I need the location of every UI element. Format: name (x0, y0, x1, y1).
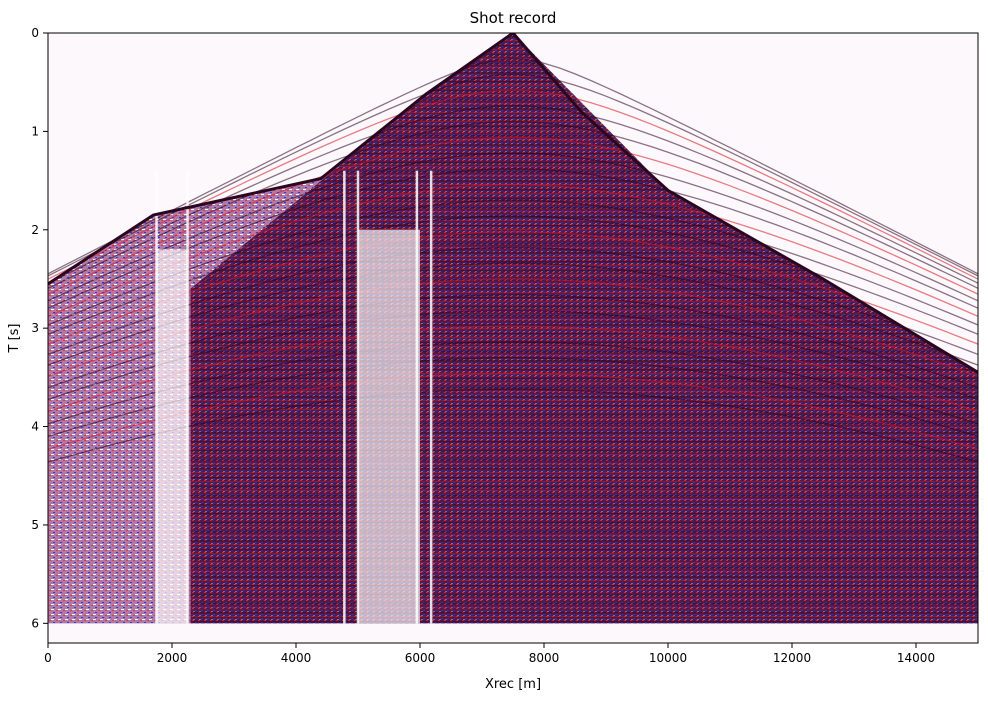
reflection-event (48, 183, 978, 317)
x-axis: 0 2000 4000 6000 8000 10000 12000 14000 (44, 643, 935, 665)
reflection-event (48, 152, 978, 302)
x-tick-label: 6000 (405, 651, 436, 665)
reflection-event (48, 372, 978, 450)
reflection-event (48, 231, 978, 345)
reflection-event (48, 294, 978, 389)
x-tick-label: 14000 (897, 651, 935, 665)
reflection-event (48, 215, 978, 335)
reflection-event (48, 246, 978, 356)
low-amplitude-zone (156, 249, 188, 624)
low-amplitude-zone (358, 229, 420, 624)
reflection-event (48, 278, 978, 377)
y-tick-label: 5 (31, 518, 39, 532)
reflection-event (48, 388, 978, 463)
x-axis-label: Xrec [m] (485, 677, 541, 692)
reflection-event (48, 168, 978, 309)
y-tick-label: 1 (31, 124, 39, 138)
plot-area (48, 33, 978, 643)
reflection-event (48, 105, 978, 284)
x-tick-label: 0 (44, 651, 52, 665)
reflection-event (48, 325, 978, 413)
x-tick-label: 8000 (529, 651, 560, 665)
reflection-event (48, 357, 978, 438)
y-tick-label: 4 (31, 420, 39, 434)
plot-frame (47, 32, 979, 644)
reflection-event (48, 89, 978, 280)
reflection-event (48, 120, 978, 289)
reflection-event (48, 341, 978, 425)
x-tick-label: 10000 (649, 651, 687, 665)
chart-title: Shot record (470, 9, 557, 27)
reflection-event (48, 57, 978, 275)
reflection-event (48, 199, 978, 326)
reflection-event (48, 73, 978, 277)
reflection-event (48, 136, 978, 295)
y-tick-label: 2 (31, 223, 39, 237)
reflection-event (48, 262, 978, 366)
reflection-event (48, 309, 978, 401)
y-tick-label: 0 (31, 26, 39, 40)
y-axis: 0 1 2 3 4 5 6 (31, 26, 48, 630)
y-tick-label: 3 (31, 321, 39, 335)
first-break (48, 33, 978, 374)
y-tick-label: 6 (31, 616, 39, 630)
x-tick-label: 12000 (773, 651, 811, 665)
x-tick-label: 2000 (157, 651, 188, 665)
x-tick-label: 4000 (281, 651, 312, 665)
y-axis-label: T [s] (7, 324, 22, 354)
